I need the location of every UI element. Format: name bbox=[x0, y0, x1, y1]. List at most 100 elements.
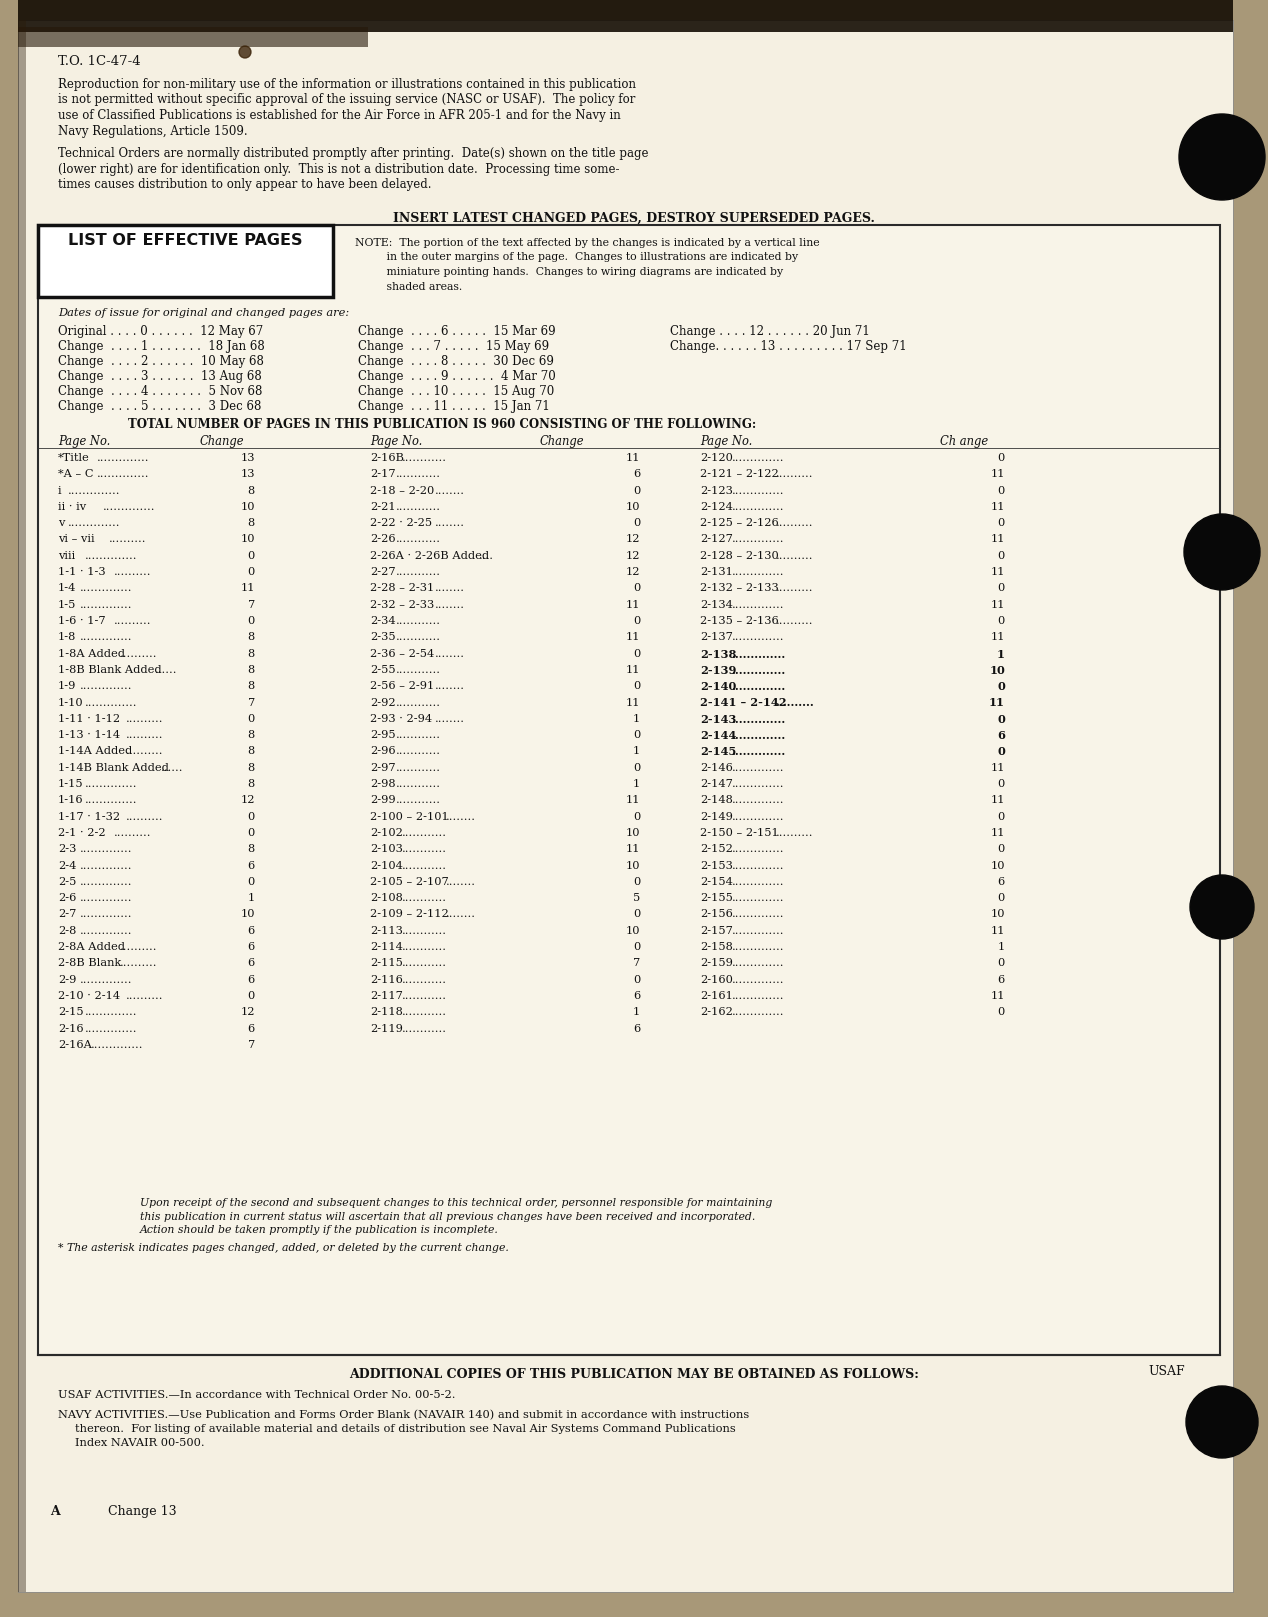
Text: ..............: .............. bbox=[80, 860, 132, 870]
Text: ............: ............ bbox=[402, 893, 446, 904]
Text: 10: 10 bbox=[625, 860, 640, 870]
Text: 6: 6 bbox=[997, 731, 1006, 741]
Text: ............: ............ bbox=[396, 665, 441, 674]
Text: 11: 11 bbox=[990, 568, 1006, 577]
Text: ..............: .............. bbox=[85, 779, 138, 789]
Text: ..............: .............. bbox=[732, 648, 786, 660]
Text: 1: 1 bbox=[997, 648, 1006, 660]
Text: Change. . . . . . 13 . . . . . . . . . 17 Sep 71: Change. . . . . . 13 . . . . . . . . . 1… bbox=[670, 340, 907, 353]
Text: 2-155: 2-155 bbox=[700, 893, 733, 904]
Text: 2-8A Added: 2-8A Added bbox=[58, 943, 126, 952]
Text: ..............: .............. bbox=[85, 697, 138, 708]
Text: ............: ............ bbox=[396, 697, 441, 708]
Text: ............: ............ bbox=[402, 860, 446, 870]
Text: 11: 11 bbox=[990, 535, 1006, 545]
Text: 0: 0 bbox=[998, 779, 1006, 789]
Text: 0: 0 bbox=[997, 713, 1006, 724]
Text: 2-140: 2-140 bbox=[700, 681, 737, 692]
Text: ............: ............ bbox=[396, 568, 441, 577]
Text: ..............: .............. bbox=[732, 501, 784, 513]
Text: 0: 0 bbox=[633, 517, 640, 529]
Text: ..............: .............. bbox=[732, 779, 784, 789]
Text: ........: ........ bbox=[445, 876, 476, 886]
Text: ..............: .............. bbox=[96, 469, 150, 479]
Text: 1-17 · 1-32: 1-17 · 1-32 bbox=[58, 812, 120, 821]
Text: 0: 0 bbox=[998, 485, 1006, 495]
Text: 12: 12 bbox=[625, 535, 640, 545]
Text: 2-120: 2-120 bbox=[700, 453, 733, 462]
Text: ............: ............ bbox=[396, 469, 441, 479]
Text: 11: 11 bbox=[625, 632, 640, 642]
Text: 0: 0 bbox=[998, 844, 1006, 854]
Text: ..............: .............. bbox=[85, 796, 138, 805]
Text: Change 13: Change 13 bbox=[108, 1505, 176, 1518]
Text: ..........: .......... bbox=[120, 648, 157, 658]
Text: 11: 11 bbox=[990, 469, 1006, 479]
Text: 8: 8 bbox=[247, 747, 255, 757]
Text: ..............: .............. bbox=[732, 925, 784, 936]
Text: 1-1 · 1-3: 1-1 · 1-3 bbox=[58, 568, 105, 577]
Text: 2-4: 2-4 bbox=[58, 860, 76, 870]
Text: * The asterisk indicates pages changed, added, or deleted by the current change.: * The asterisk indicates pages changed, … bbox=[58, 1243, 508, 1253]
Text: 11: 11 bbox=[625, 665, 640, 674]
Text: miniature pointing hands.  Changes to wiring diagrams are indicated by: miniature pointing hands. Changes to wir… bbox=[355, 267, 784, 277]
Text: ..............: .............. bbox=[80, 844, 132, 854]
Text: 2-121 – 2-122: 2-121 – 2-122 bbox=[700, 469, 779, 479]
Text: 0: 0 bbox=[247, 991, 255, 1001]
Text: Change  . . . . 9 . . . . . .  4 Mar 70: Change . . . . 9 . . . . . . 4 Mar 70 bbox=[358, 370, 555, 383]
Text: ..........: .......... bbox=[126, 731, 164, 741]
Text: 1-8A Added: 1-8A Added bbox=[58, 648, 126, 658]
Text: ........: ........ bbox=[435, 600, 464, 610]
Text: 2-146: 2-146 bbox=[700, 763, 733, 773]
Text: *Title: *Title bbox=[58, 453, 90, 462]
Text: 2-9: 2-9 bbox=[58, 975, 76, 985]
Text: ..............: .............. bbox=[732, 535, 784, 545]
Text: ..............: .............. bbox=[732, 731, 786, 741]
Text: A: A bbox=[49, 1505, 60, 1518]
Text: 2-132 – 2-133: 2-132 – 2-133 bbox=[700, 584, 779, 593]
Text: USAF: USAF bbox=[1148, 1365, 1184, 1378]
Text: 0: 0 bbox=[247, 713, 255, 724]
Text: v: v bbox=[58, 517, 65, 529]
Text: ..............: .............. bbox=[732, 812, 784, 821]
Text: ..........: .......... bbox=[114, 616, 152, 626]
Text: Change . . . . 12 . . . . . . 20 Jun 71: Change . . . . 12 . . . . . . 20 Jun 71 bbox=[670, 325, 870, 338]
Text: ..............: .............. bbox=[96, 453, 150, 462]
Text: 0: 0 bbox=[633, 975, 640, 985]
Text: 0: 0 bbox=[998, 453, 1006, 462]
Text: 2-118: 2-118 bbox=[370, 1007, 403, 1017]
Text: 8: 8 bbox=[247, 648, 255, 658]
Text: Page No.: Page No. bbox=[58, 435, 110, 448]
Text: ..............: .............. bbox=[732, 876, 784, 886]
Text: 2-6: 2-6 bbox=[58, 893, 76, 904]
Text: 2-160: 2-160 bbox=[700, 975, 733, 985]
Text: 2-100 – 2-101: 2-100 – 2-101 bbox=[370, 812, 449, 821]
Text: 11: 11 bbox=[625, 844, 640, 854]
Text: ..............: .............. bbox=[732, 600, 784, 610]
Text: 2-18 – 2-20: 2-18 – 2-20 bbox=[370, 485, 434, 495]
Text: 0: 0 bbox=[633, 731, 640, 741]
Text: 8: 8 bbox=[247, 665, 255, 674]
Text: 2-157: 2-157 bbox=[700, 925, 733, 936]
Text: ........: ........ bbox=[435, 485, 464, 495]
Text: 2-32 – 2-33: 2-32 – 2-33 bbox=[370, 600, 434, 610]
Text: 8: 8 bbox=[247, 681, 255, 690]
Text: Change  . . . . 1 . . . . . . .  18 Jan 68: Change . . . . 1 . . . . . . . 18 Jan 68 bbox=[58, 340, 265, 353]
Text: 2-35: 2-35 bbox=[370, 632, 396, 642]
Text: 2-108: 2-108 bbox=[370, 893, 403, 904]
Text: in the outer margins of the page.  Changes to illustrations are indicated by: in the outer margins of the page. Change… bbox=[355, 252, 798, 262]
Text: ......: ...... bbox=[155, 665, 178, 674]
Text: 6: 6 bbox=[998, 975, 1006, 985]
Text: 2-152: 2-152 bbox=[700, 844, 733, 854]
Text: 2-103: 2-103 bbox=[370, 844, 403, 854]
Text: 10: 10 bbox=[241, 909, 255, 920]
Text: 11: 11 bbox=[625, 600, 640, 610]
Text: 2-92: 2-92 bbox=[370, 697, 396, 708]
Text: Change  . . . . 6 . . . . .  15 Mar 69: Change . . . . 6 . . . . . 15 Mar 69 bbox=[358, 325, 555, 338]
Text: 2-148: 2-148 bbox=[700, 796, 733, 805]
Text: 2-145: 2-145 bbox=[700, 747, 737, 757]
Text: 2-26: 2-26 bbox=[370, 535, 396, 545]
Text: 10: 10 bbox=[989, 665, 1006, 676]
Text: 1: 1 bbox=[633, 1007, 640, 1017]
Text: ..............: .............. bbox=[80, 893, 132, 904]
